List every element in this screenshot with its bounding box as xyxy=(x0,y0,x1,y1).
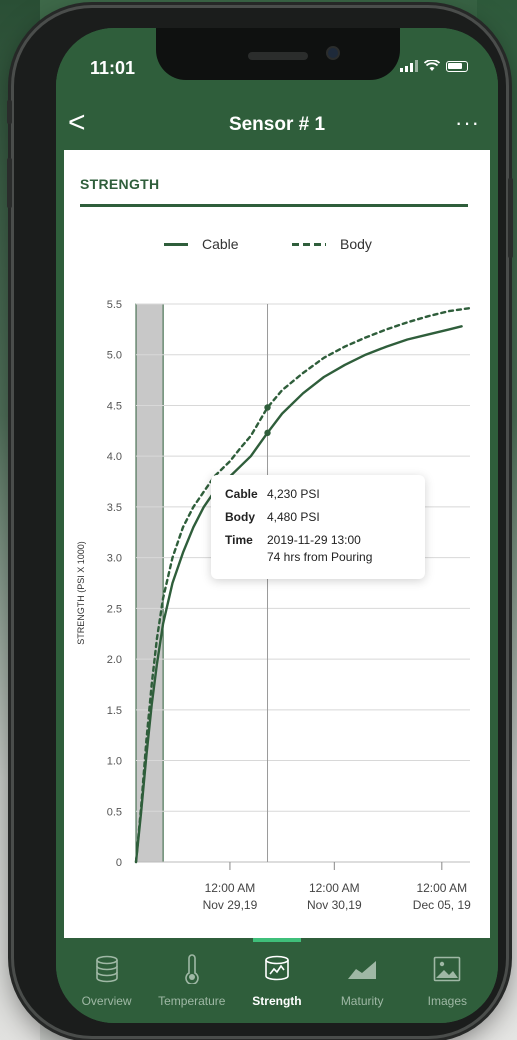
tab-maturity-label: Maturity xyxy=(340,994,384,1008)
signal-icon xyxy=(400,60,418,72)
strength-chart[interactable]: 5.5 5.0 4.5 4.0 3.5 3.0 2.5 2.0 1.5 1.0 0.5 0 STRENG… xyxy=(64,300,490,940)
image-icon xyxy=(432,954,462,984)
series-line-cable xyxy=(134,325,463,864)
more-icon[interactable]: ··· xyxy=(455,110,480,135)
tab-overview[interactable]: Overview xyxy=(67,938,147,1023)
status-time: 11:01 xyxy=(90,58,136,78)
notch xyxy=(156,28,400,80)
y-tick-label: 4.5 xyxy=(107,400,122,412)
legend-cable[interactable]: Cable xyxy=(164,236,239,252)
section-divider xyxy=(80,204,468,207)
camera xyxy=(326,46,340,60)
tooltip-cable-label: Cable xyxy=(225,487,258,501)
x-tick-label-time: 12:00 AM xyxy=(416,881,467,895)
x-tick-label-date: Nov 29,19 xyxy=(203,898,258,912)
battery-icon xyxy=(446,60,468,72)
tooltip-body-label: Body xyxy=(225,510,255,524)
database-icon xyxy=(92,954,122,984)
cursor-point-cable xyxy=(264,429,271,437)
y-tick-label: 1.0 xyxy=(107,756,122,768)
mute-switch xyxy=(7,100,12,124)
volume-up-button xyxy=(7,158,12,208)
y-axis-label: STRENGTH (PSI X 1000) xyxy=(76,541,86,645)
y-tick-label: 3.0 xyxy=(107,553,122,565)
series-line-body xyxy=(134,306,472,864)
power-button xyxy=(508,178,513,258)
chart-highlight-band xyxy=(135,303,164,863)
screen: 11:01 < Sensor # 1 ··· xyxy=(56,28,498,1023)
tab-strength-label: Strength xyxy=(252,994,302,1008)
tab-temperature-label: Temperature xyxy=(158,994,226,1008)
y-tick-label: 0 xyxy=(116,857,122,869)
section-title: STRENGTH xyxy=(80,176,160,192)
tab-bar: Overview Temperature Strength Maturity xyxy=(56,938,498,1023)
speaker xyxy=(248,52,308,60)
y-tick-label: 4.0 xyxy=(107,451,122,463)
cursor-point-body xyxy=(264,404,271,411)
y-tick-label: 2.0 xyxy=(107,654,122,666)
y-tick-label: 0.5 xyxy=(107,806,122,818)
nav-bar: < Sensor # 1 ··· xyxy=(56,100,498,150)
thermometer-icon xyxy=(177,954,207,984)
tab-images[interactable]: Images xyxy=(407,938,487,1023)
area-chart-icon xyxy=(347,954,377,984)
tab-maturity[interactable]: Maturity xyxy=(322,938,402,1023)
y-tick-label: 2.5 xyxy=(107,603,122,615)
active-tab-indicator xyxy=(252,938,301,942)
tooltip-time-value: 2019-11-29 13:00 xyxy=(267,533,361,547)
tooltip-cable-value: 4,230 PSI xyxy=(267,487,320,501)
status-bar: 11:01 xyxy=(56,28,498,108)
strength-icon xyxy=(262,954,292,984)
y-tick-label: 5.0 xyxy=(107,350,122,362)
phone-frame: 11:01 < Sensor # 1 ··· xyxy=(7,8,513,1036)
tooltip-time-extra: 74 hrs from Pouring xyxy=(267,550,373,564)
content-card: STRENGTH Cable Body 5.5 5.0 4.5 4.0 3.5 3.0 2.… xyxy=(64,150,490,940)
x-tick-label-date: Dec 05, 19 xyxy=(413,898,471,912)
x-tick-label-time: 12:00 AM xyxy=(205,881,256,895)
x-tick-label-date: Nov 30,19 xyxy=(307,898,362,912)
tab-overview-label: Overview xyxy=(81,994,132,1008)
tooltip-body-value: 4,480 PSI xyxy=(267,510,320,524)
y-tick-label: 3.5 xyxy=(107,502,122,514)
chart-legend: Cable Body xyxy=(64,236,490,256)
tab-temperature[interactable]: Temperature xyxy=(152,938,232,1023)
x-tick-label-time: 12:00 AM xyxy=(309,881,360,895)
legend-body-label: Body xyxy=(340,236,372,252)
y-tick-label: 5.5 xyxy=(107,300,122,311)
legend-dashed-line-icon xyxy=(292,242,326,246)
back-icon[interactable]: < xyxy=(68,106,86,139)
legend-cable-label: Cable xyxy=(202,236,239,252)
tab-images-label: Images xyxy=(427,994,468,1008)
legend-body[interactable]: Body xyxy=(292,236,372,252)
tooltip-time-label: Time xyxy=(225,533,253,547)
wifi-icon xyxy=(424,60,440,71)
legend-solid-line-icon xyxy=(164,242,188,246)
system-icons xyxy=(400,60,468,72)
y-tick-label: 1.5 xyxy=(107,705,122,717)
chart-tooltip: Cable 4,230 PSI Body 4,480 PSI Time 2019-11… xyxy=(211,475,425,579)
page-title: Sensor # 1 xyxy=(228,114,326,135)
tab-strength[interactable]: Strength xyxy=(237,938,317,1023)
